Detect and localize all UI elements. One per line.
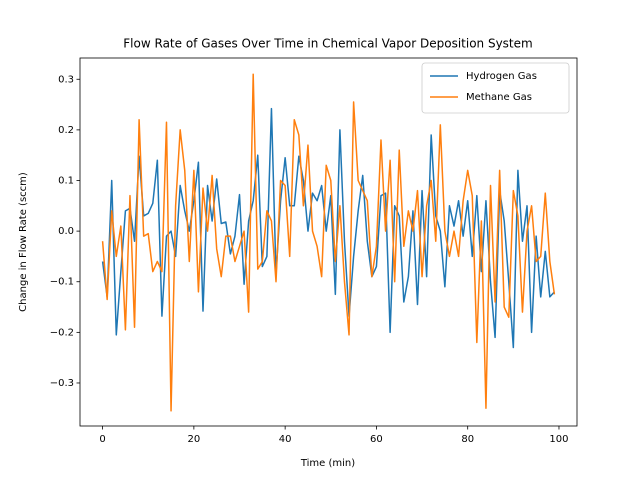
chart-title: Flow Rate of Gases Over Time in Chemical… — [123, 37, 532, 51]
legend-label: Hydrogen Gas — [466, 71, 537, 82]
data-line — [101, 107, 555, 349]
legend-label: Methane Gas — [466, 92, 532, 103]
x-tick-label: 20 — [188, 434, 201, 445]
legend-box — [421, 62, 570, 114]
y-tick-label: −0.3 — [50, 378, 74, 389]
x-axis-label: Time (min) — [300, 458, 355, 469]
plot-frame — [79, 57, 578, 427]
x-tick-label: 0 — [99, 434, 105, 445]
x-tick-label: 60 — [370, 434, 383, 445]
x-tick-label: 40 — [279, 434, 292, 445]
y-tick-label: 0.0 — [58, 226, 74, 237]
x-tick-label: 100 — [549, 434, 568, 445]
data-line — [101, 73, 556, 412]
y-axis-label: Change in Flow Rate (sccm) — [18, 172, 29, 312]
y-tick-label: −0.2 — [50, 327, 74, 338]
x-tick-label: 80 — [461, 434, 474, 445]
y-tick-label: 0.1 — [58, 175, 74, 186]
y-tick-label: 0.3 — [58, 74, 74, 85]
y-tick-label: 0.2 — [58, 125, 74, 136]
y-tick-label: −0.1 — [50, 277, 74, 288]
